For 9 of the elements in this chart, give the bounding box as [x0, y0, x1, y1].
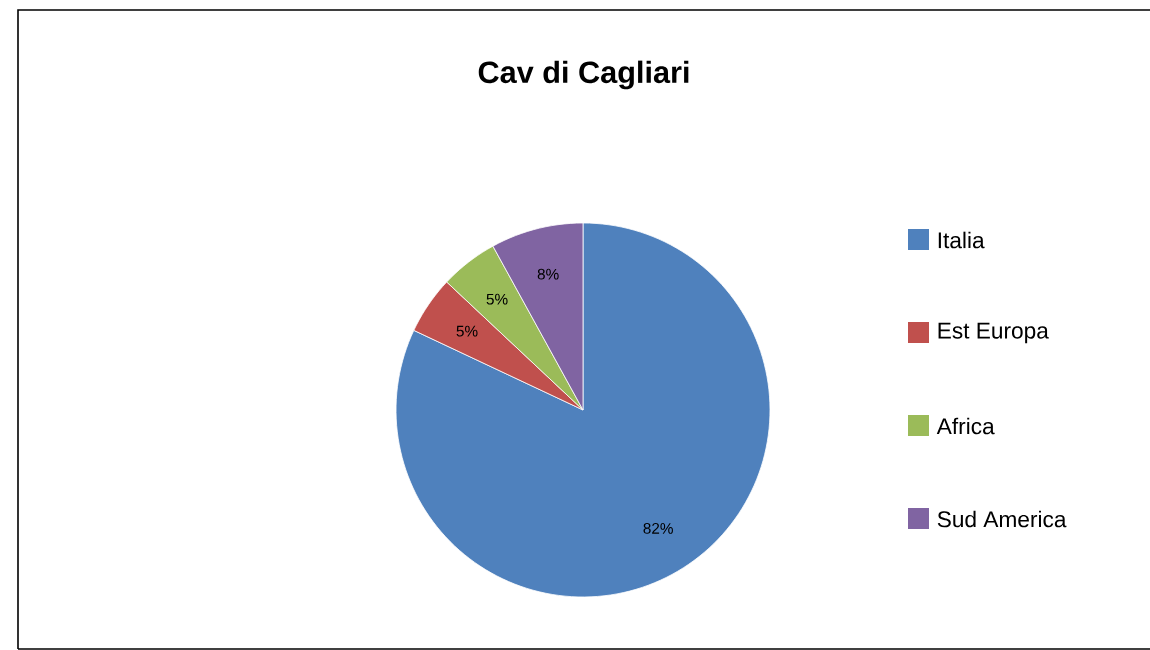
- legend-label: Italia: [938, 231, 985, 249]
- data-label: 8%: [537, 268, 559, 280]
- legend-label: Est Europa: [938, 322, 1049, 344]
- data-label: 5%: [486, 293, 508, 305]
- legend-label: Africa: [936, 417, 995, 435]
- chart-title: Cav di Cagliari: [478, 60, 689, 90]
- legend-label: Sud America: [937, 510, 1067, 528]
- data-label: 5%: [456, 325, 478, 337]
- data-label: 82%: [643, 522, 673, 534]
